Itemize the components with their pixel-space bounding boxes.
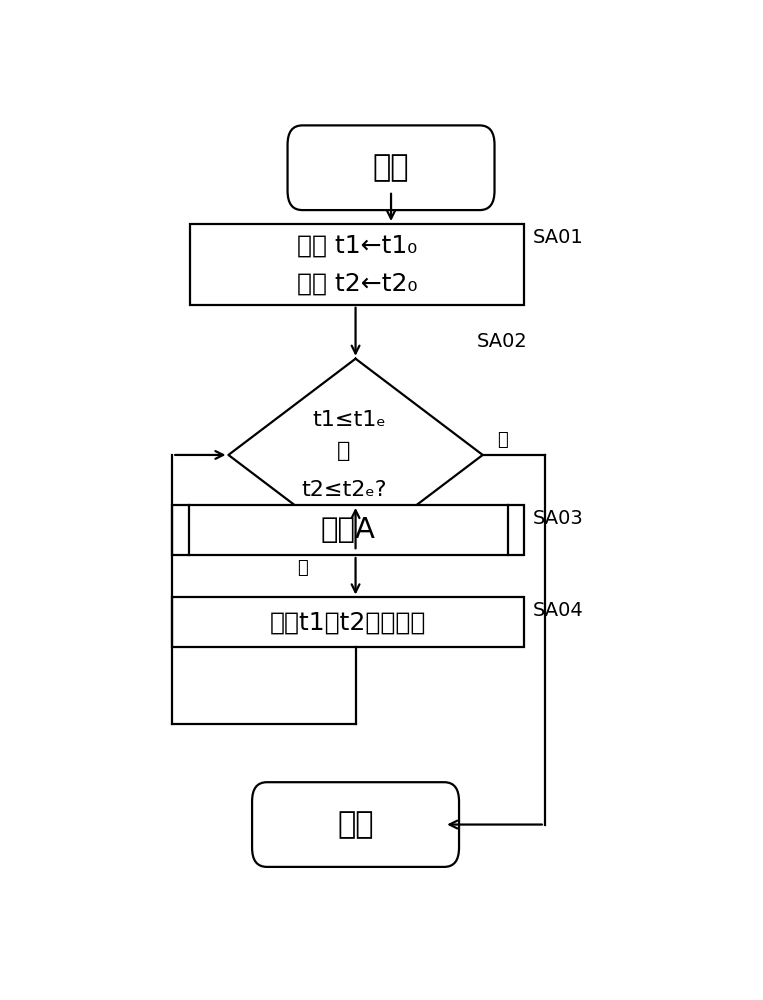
Text: 变量 t2←t2₀: 变量 t2←t2₀ [297, 272, 417, 296]
Text: SA01: SA01 [533, 228, 584, 247]
Text: 处理A: 处理A [320, 516, 375, 544]
Text: SA03: SA03 [533, 509, 584, 528]
Text: 开始: 开始 [373, 153, 409, 182]
Bar [190, 224, 524, 305]
Text: t1≤t1ₑ: t1≤t1ₑ [313, 410, 387, 430]
Text: 否: 否 [497, 431, 508, 449]
FancyBboxPatch shape [288, 125, 494, 210]
Text: SA04: SA04 [533, 601, 584, 620]
Bar [172, 597, 524, 647]
Text: 变量 t1←t1₀: 变量 t1←t1₀ [297, 233, 417, 257]
Text: 记录t1、t2値的组合: 记录t1、t2値的组合 [270, 610, 427, 634]
Bar [172, 505, 524, 555]
Text: SA02: SA02 [477, 332, 527, 351]
Text: 且: 且 [337, 441, 350, 461]
FancyBboxPatch shape [252, 782, 459, 867]
Text: t2≤t2ₑ?: t2≤t2ₑ? [301, 480, 387, 500]
Text: 是: 是 [297, 559, 307, 577]
Text: 结束: 结束 [337, 810, 374, 839]
Polygon shape [228, 359, 483, 551]
